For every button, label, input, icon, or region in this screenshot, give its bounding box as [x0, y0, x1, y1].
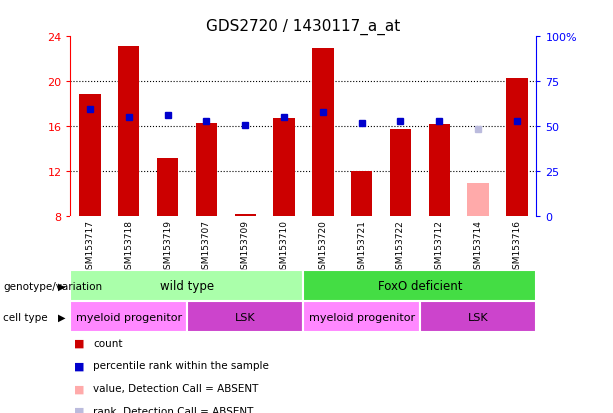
- Bar: [428, 125, 450, 217]
- Text: myeloid progenitor: myeloid progenitor: [75, 312, 182, 322]
- Text: myeloid progenitor: myeloid progenitor: [308, 312, 415, 322]
- Text: value, Detection Call = ABSENT: value, Detection Call = ABSENT: [93, 383, 259, 393]
- Text: ■: ■: [74, 338, 84, 348]
- Text: GSM153717: GSM153717: [85, 220, 94, 274]
- Text: GSM153712: GSM153712: [435, 220, 444, 274]
- Text: GSM153709: GSM153709: [241, 220, 249, 274]
- Bar: [196, 123, 217, 217]
- Text: GSM153720: GSM153720: [318, 220, 327, 274]
- Bar: [303, 271, 536, 301]
- Bar: [390, 129, 411, 217]
- Text: cell type: cell type: [3, 312, 48, 322]
- Text: ▶: ▶: [58, 281, 66, 291]
- Text: LSK: LSK: [468, 312, 489, 322]
- Text: ■: ■: [74, 361, 84, 370]
- Bar: [506, 79, 528, 217]
- Text: percentile rank within the sample: percentile rank within the sample: [93, 361, 269, 370]
- Text: wild type: wild type: [160, 280, 214, 292]
- Text: ■: ■: [74, 383, 84, 393]
- Bar: [312, 48, 333, 217]
- Text: ■: ■: [74, 406, 84, 413]
- Text: GSM153722: GSM153722: [396, 220, 405, 274]
- Bar: [273, 119, 295, 217]
- Bar: [187, 301, 303, 332]
- Text: GSM153719: GSM153719: [163, 220, 172, 274]
- Title: GDS2720 / 1430117_a_at: GDS2720 / 1430117_a_at: [207, 18, 400, 34]
- Bar: [235, 215, 256, 217]
- Text: LSK: LSK: [235, 312, 256, 322]
- Bar: [157, 159, 178, 217]
- Bar: [70, 271, 303, 301]
- Text: GSM153718: GSM153718: [124, 220, 133, 274]
- Text: GSM153716: GSM153716: [512, 220, 522, 274]
- Text: GSM153714: GSM153714: [474, 220, 482, 274]
- Bar: [351, 172, 372, 217]
- Bar: [118, 47, 139, 217]
- Text: count: count: [93, 338, 123, 348]
- Text: FoxO deficient: FoxO deficient: [378, 280, 462, 292]
- Bar: [420, 301, 536, 332]
- Bar: [70, 301, 187, 332]
- Text: ▶: ▶: [58, 312, 66, 322]
- Bar: [468, 183, 489, 217]
- Bar: [303, 301, 420, 332]
- Text: rank, Detection Call = ABSENT: rank, Detection Call = ABSENT: [93, 406, 254, 413]
- Text: GSM153707: GSM153707: [202, 220, 211, 274]
- Text: GSM153710: GSM153710: [280, 220, 289, 274]
- Text: genotype/variation: genotype/variation: [3, 281, 102, 291]
- Text: GSM153721: GSM153721: [357, 220, 366, 274]
- Bar: [79, 95, 101, 217]
